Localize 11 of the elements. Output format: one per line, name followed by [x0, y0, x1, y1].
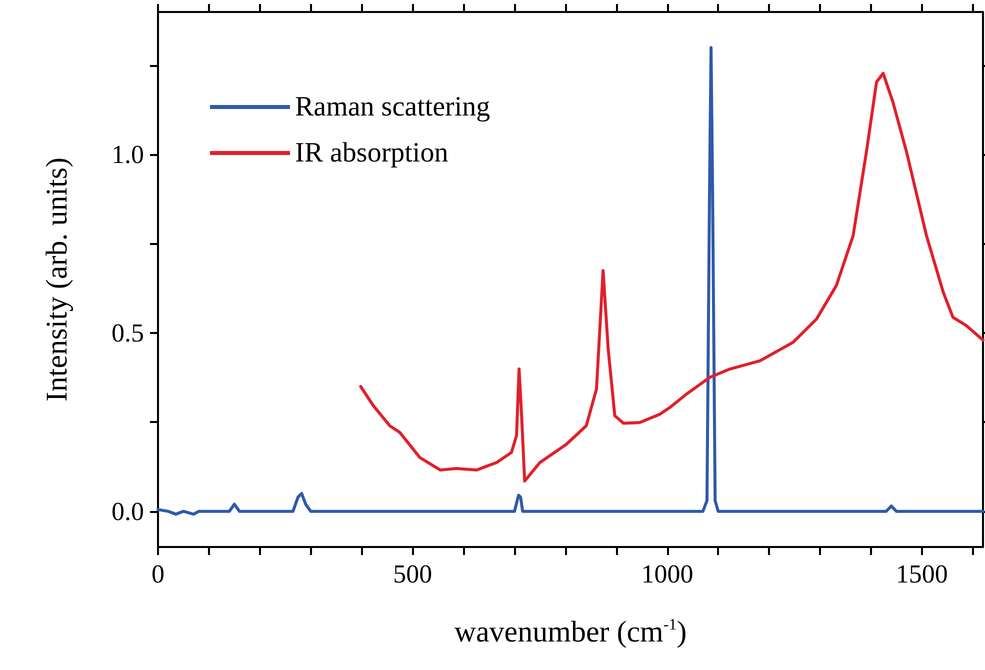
y-tick-label: 1.0	[112, 140, 144, 170]
x-tick-label: 1500	[896, 560, 948, 588]
line-series	[156, 46, 984, 516]
x-tick-label: 500	[393, 560, 432, 588]
x-tick-label: 1000	[641, 560, 694, 588]
y-axis-title: Intensity (arb. units)	[40, 157, 74, 402]
y-tick-label: 0.0	[112, 496, 144, 526]
x-tick-label: 0	[152, 560, 164, 588]
legend-label: IR absorption	[295, 138, 448, 168]
y-tick-label: 0.5	[112, 318, 144, 348]
legend-label: Raman scattering	[295, 92, 490, 122]
